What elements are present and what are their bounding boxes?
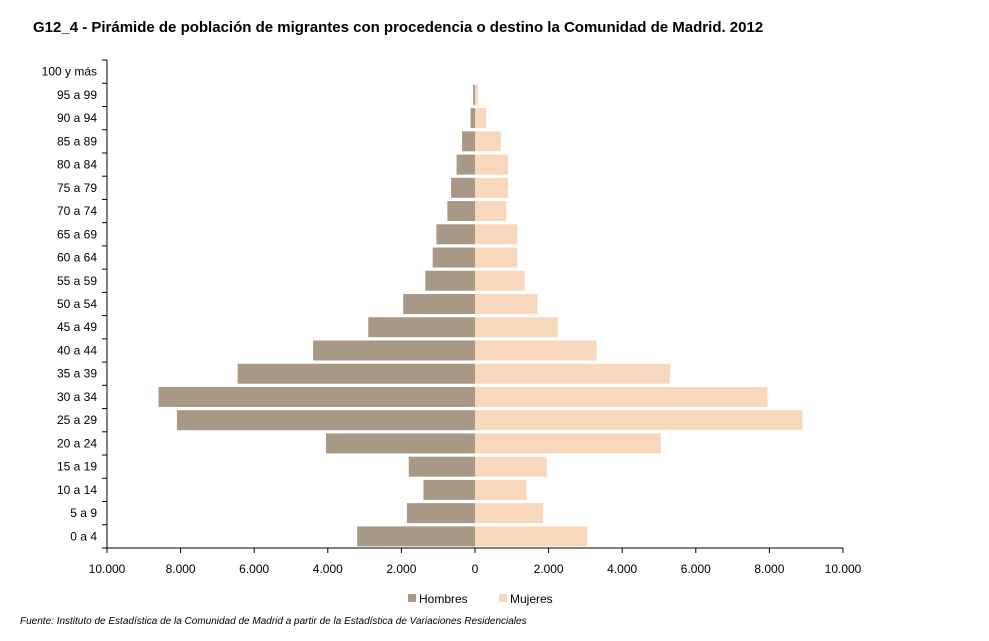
bar-hombres xyxy=(368,317,475,338)
y-tick-label: 45 a 49 xyxy=(57,320,97,334)
x-tick-label: 6.000 xyxy=(681,562,711,576)
bar-hombres xyxy=(456,154,475,175)
y-tick-label: 55 a 59 xyxy=(57,274,97,288)
bar-mujeres xyxy=(475,294,538,314)
y-tick-label: 35 a 39 xyxy=(57,367,97,381)
bar-mujeres xyxy=(475,340,597,361)
bar-mujeres xyxy=(475,247,518,268)
x-tick-label: 4.000 xyxy=(313,562,343,576)
y-tick-label: 50 a 54 xyxy=(57,297,97,311)
bar-hombres xyxy=(423,479,475,500)
bar-hombres xyxy=(406,503,475,524)
x-tick-label: 6.000 xyxy=(239,562,269,576)
y-tick-label: 70 a 74 xyxy=(57,204,97,218)
bar-hombres xyxy=(158,386,475,407)
bar-hombres xyxy=(408,456,475,477)
y-tick-label: 75 a 79 xyxy=(57,181,97,195)
bar-hombres xyxy=(357,526,475,547)
bar-mujeres xyxy=(475,479,527,500)
y-tick-label: 60 a 64 xyxy=(57,251,97,265)
legend-label-mujeres: Mujeres xyxy=(510,592,553,606)
bar-hombres xyxy=(447,201,475,222)
bar-mujeres xyxy=(475,201,507,222)
chart-title: G12_4 - Pirámide de población de migrant… xyxy=(33,19,764,36)
bar-mujeres xyxy=(475,410,803,431)
bar-mujeres xyxy=(475,456,547,477)
bar-mujeres xyxy=(475,363,671,384)
y-tick-label: 20 a 24 xyxy=(57,436,97,450)
y-tick-label: 30 a 34 xyxy=(57,390,97,404)
bar-hombres xyxy=(237,363,475,384)
x-tick-label: 0 xyxy=(472,562,479,576)
bar-mujeres xyxy=(475,154,509,175)
y-tick-label: 90 a 94 xyxy=(57,111,97,125)
x-tick-label: 8.000 xyxy=(754,562,784,576)
bar-mujeres xyxy=(475,386,768,407)
y-tick-label: 0 a 4 xyxy=(70,529,97,543)
bar-hombres xyxy=(462,131,475,152)
bar-mujeres xyxy=(475,224,518,245)
bar-mujeres xyxy=(475,317,558,338)
bar-hombres xyxy=(432,247,475,268)
legend: Hombres Mujeres xyxy=(408,592,553,606)
bar-mujeres xyxy=(475,108,487,129)
y-tick-label: 40 a 44 xyxy=(57,343,97,357)
x-tick-label: 8.000 xyxy=(166,562,196,576)
y-tick-label: 65 a 69 xyxy=(57,227,97,241)
y-tick-label: 15 a 19 xyxy=(57,460,97,474)
legend-label-hombres: Hombres xyxy=(419,592,468,606)
bar-mujeres xyxy=(475,503,544,524)
bar-hombres xyxy=(313,340,475,361)
bar-hombres xyxy=(176,410,476,431)
bar-hombres xyxy=(470,108,475,129)
y-tick-label: 100 y más xyxy=(42,65,97,79)
y-tick-label: 25 a 29 xyxy=(57,413,97,427)
bar-mujeres xyxy=(475,84,478,105)
bar-hombres xyxy=(473,84,475,105)
y-tick-label: 80 a 84 xyxy=(57,158,97,172)
axes-group: 0 a 4 5 a 9 10 a 14 15 a 19 20 a 24 25 a 29 30… xyxy=(42,59,862,576)
x-tick-label: 2.000 xyxy=(386,562,416,576)
y-tick-label: 10 a 14 xyxy=(57,483,97,497)
bar-mujeres xyxy=(475,270,525,291)
legend-swatch-mujeres xyxy=(499,594,507,602)
x-tick-label: 4.000 xyxy=(607,562,637,576)
source-note: Fuente: Instituto de Estadística de la C… xyxy=(20,616,527,627)
x-tick-label: 2.000 xyxy=(534,562,564,576)
bars-group xyxy=(158,84,803,547)
bar-mujeres xyxy=(475,433,661,454)
bar-mujeres xyxy=(475,131,501,152)
x-tick-label: 10.000 xyxy=(825,562,862,576)
y-tick-label: 85 a 89 xyxy=(57,134,97,148)
legend-swatch-hombres xyxy=(408,594,416,602)
y-tick-label: 5 a 9 xyxy=(70,506,97,520)
y-tick-label: 95 a 99 xyxy=(57,88,97,102)
bar-hombres xyxy=(325,433,475,454)
bar-hombres xyxy=(436,224,475,245)
x-tick-label: 10.000 xyxy=(89,562,126,576)
bar-hombres xyxy=(403,294,475,314)
bar-mujeres xyxy=(475,177,509,198)
bar-hombres xyxy=(451,177,475,198)
bar-hombres xyxy=(425,270,475,291)
bar-mujeres xyxy=(475,526,588,547)
